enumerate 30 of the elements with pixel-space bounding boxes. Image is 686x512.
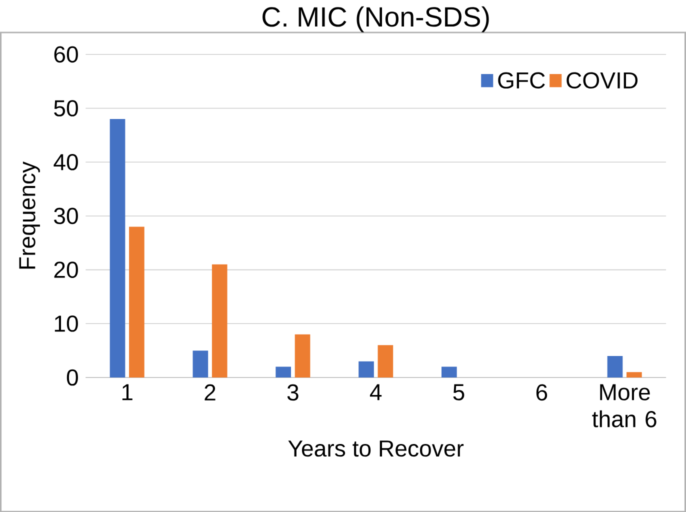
bar (110, 118, 126, 378)
chart-title: C. MIC (Non-SDS) (262, 6, 489, 32)
x-tick-label: 2 (204, 384, 216, 400)
y-tick-label: 10 (54, 315, 78, 332)
y-axis-title: Frequency (19, 161, 40, 268)
bar (378, 344, 394, 378)
x-tick-label: 1 (122, 384, 132, 400)
x-axis-title: Years to Recover (288, 440, 464, 456)
legend-label: COVID (566, 72, 638, 88)
bar (129, 226, 144, 378)
bar (276, 366, 292, 378)
y-tick-label: 30 (54, 208, 78, 224)
bar (212, 264, 228, 378)
bar (192, 350, 208, 378)
y-tick-label: 20 (54, 261, 78, 278)
bar (358, 361, 374, 378)
x-tick-label: More than 6 (592, 384, 656, 428)
x-tick-label: 5 (453, 384, 464, 400)
y-tick-label: 50 (54, 100, 78, 116)
x-tick-label: 4 (370, 384, 382, 400)
y-tick-label: 60 (54, 46, 78, 62)
legend-label: GFC (498, 72, 545, 88)
bar (442, 366, 457, 378)
bar (607, 356, 623, 378)
bar (626, 372, 642, 378)
bar (294, 334, 310, 378)
x-tick-label: 6 (536, 384, 548, 400)
x-tick-label: 3 (287, 384, 298, 400)
y-tick-label: 40 (54, 154, 78, 170)
y-tick-label: 0 (66, 369, 78, 386)
